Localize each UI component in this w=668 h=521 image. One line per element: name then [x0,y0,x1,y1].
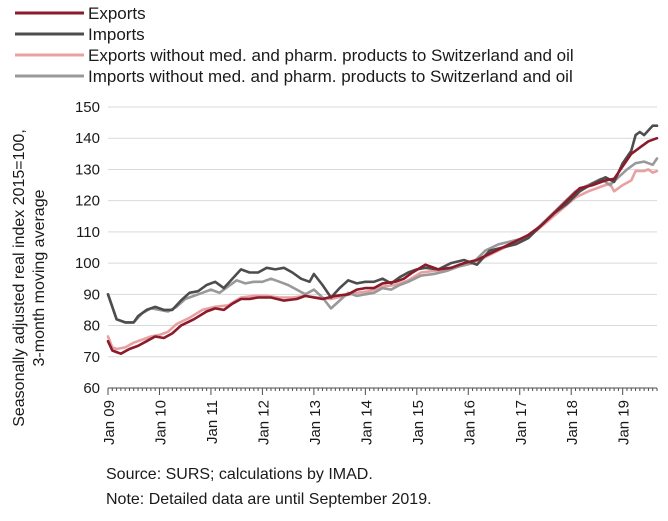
legend-label-4: Imports without med. and pharm. products… [88,67,573,86]
series-lines [106,124,659,355]
y-tick-label: 110 [76,224,100,241]
x-tick-label: Jan 17 [513,400,530,445]
x-tick-label: Jan 19 [616,400,633,445]
x-tick-label: Jan 13 [307,400,324,445]
legend: Exports Imports Exports without med. and p… [15,4,574,86]
x-tick-label: Jan 15 [410,400,427,445]
x-tick-label: Jan 09 [101,400,118,445]
x-tick-label: Jan 10 [152,400,169,445]
y-tick-label: 70 [83,349,100,366]
y-tick-label: 130 [75,161,100,178]
y-tick-label: 100 [75,255,100,272]
legend-label-2: Imports [88,25,145,44]
gridlines [108,106,657,358]
data-note: Note: Detailed data are until September … [106,491,432,508]
legend-label-3: Exports without med. and pharm. products… [88,46,574,65]
y-tick-label: 90 [83,286,100,303]
x-tick-label: Jan 18 [564,400,581,445]
x-tick-label: Jan 12 [255,400,272,445]
x-tick-label: Jan 14 [358,400,375,445]
series-line-2 [106,124,659,324]
y-tick-label: 120 [75,193,100,210]
series-line-3 [106,168,659,351]
y-tick-label: 140 [75,130,100,147]
x-tick-label: Jan 11 [204,400,221,444]
legend-label-1: Exports [88,4,146,23]
y-tick-label: 80 [83,318,100,335]
y-axis-label-line-2: 3-month moving average [31,189,48,366]
axes: 60 70 80 90 100 110 120 130 140 150 Jan 09 Jan 10 Ja… [75,99,658,445]
y-tick-label: 150 [75,99,100,116]
series-line-4 [106,157,659,324]
x-tick-label: Jan 16 [461,400,478,445]
y-axis-label-line-1: Seasonally adjusted real index 2015=100, [11,129,28,427]
source-note: Source: SURS; calculations by IMAD. [106,466,373,483]
series-line-1 [106,136,659,355]
y-tick-label: 60 [83,380,100,397]
